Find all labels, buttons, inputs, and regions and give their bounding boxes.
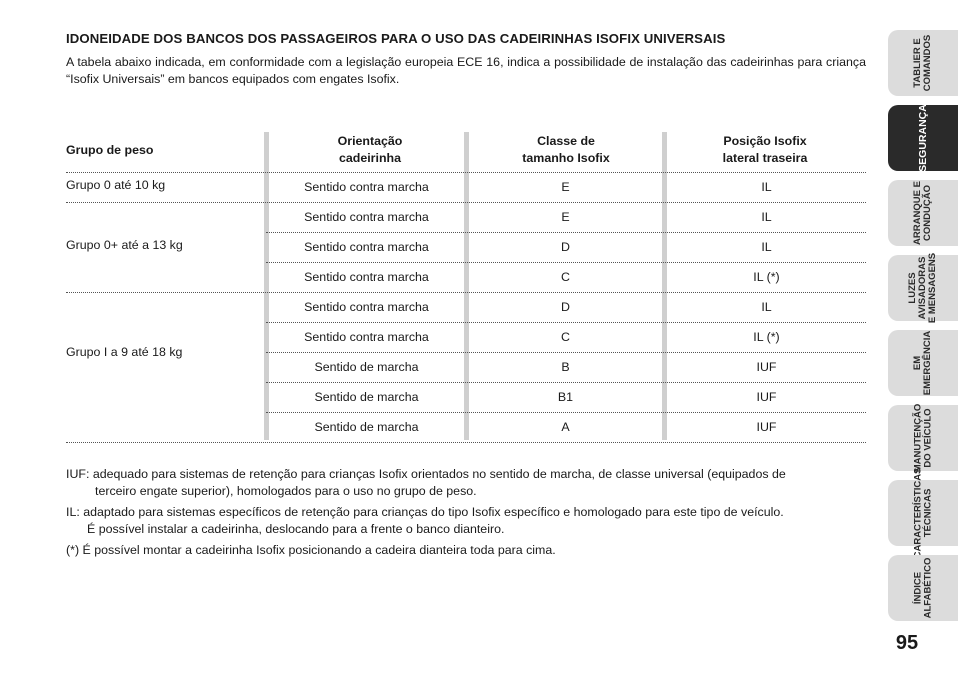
cell-position: IL [761, 240, 772, 254]
cell-position: IUF [756, 360, 777, 374]
table-header: Grupo de peso Orientação cadeirinha Clas… [66, 130, 866, 172]
cell-size: D [561, 300, 570, 314]
row-divider [266, 412, 866, 413]
cell-orientation: Sentido contra marcha [304, 210, 429, 224]
row-divider [66, 202, 866, 203]
section-tab-label: MANUTENÇÃO DO VEÍCULO [911, 403, 933, 473]
table-row: Sentido de marcha B1 IUF [66, 382, 866, 412]
section-tab-label: LUZES AVISADORAS E MENSAGENS [907, 252, 938, 324]
table-row: Sentido de marcha B IUF [66, 352, 866, 382]
table-row: Sentido contra marcha C IL (*) [66, 262, 866, 292]
section-tab-label: EM EMERGÊNCIA [912, 330, 933, 396]
row-divider [266, 352, 866, 353]
column-divider [464, 132, 469, 440]
section-tab[interactable]: MANUTENÇÃO DO VEÍCULO [888, 403, 958, 473]
cell-size: B1 [557, 390, 574, 404]
table-row: Sentido de marcha A IUF [66, 412, 866, 442]
cell-position: IL (*) [753, 270, 780, 284]
section-tabs: TABLIER E COMANDOS SEGURANÇA ARRANQUE E CO… [884, 30, 960, 630]
section-tab[interactable]: EM EMERGÊNCIA [888, 330, 958, 396]
header-orientation-line2: cadeirinha [339, 151, 401, 165]
section-tab-label: TABLIER E COMANDOS [911, 34, 933, 92]
section-tab-label: CARACTERÍSTICAS TÉCNICAS [912, 467, 933, 559]
row-divider [66, 172, 866, 173]
cell-orientation: Sentido contra marcha [304, 180, 429, 194]
column-divider [662, 132, 667, 440]
note-il-line2: É possível instalar a cadeirinha, desloc… [87, 522, 505, 536]
header-position: Posição Isofix lateral traseira [664, 133, 866, 167]
page-title: IDONEIDADE DOS BANCOS DOS PASSAGEIROS PA… [66, 31, 726, 46]
header-position-line2: lateral traseira [722, 151, 808, 165]
cell-position: IUF [756, 420, 777, 434]
cell-orientation: Sentido contra marcha [304, 330, 429, 344]
table-row: Sentido contra marcha D IL [66, 232, 866, 262]
cell-orientation: Sentido contra marcha [304, 270, 429, 284]
header-position-line1: Posição Isofix [723, 134, 807, 148]
cell-size: E [561, 180, 570, 194]
footnotes: IUF: adequado para sistemas de retenção … [66, 466, 866, 563]
table-row: Sentido contra marcha C IL (*) [66, 322, 866, 352]
column-divider [264, 132, 269, 440]
section-tab[interactable]: ARRANQUE E CONDUÇÃO [888, 180, 958, 246]
cell-size: E [561, 210, 570, 224]
cell-orientation: Sentido de marcha [314, 390, 419, 404]
note-iuf-line2: terceiro engate superior), homologados p… [95, 484, 477, 498]
note-iuf: IUF: adequado para sistemas de retenção … [66, 466, 866, 500]
cell-position: IUF [756, 390, 777, 404]
cell-position: IL (*) [753, 330, 780, 344]
row-divider [66, 292, 866, 293]
cell-size: D [561, 240, 570, 254]
row-divider [266, 322, 866, 323]
cell-position: IL [761, 180, 772, 194]
cell-orientation: Sentido contra marcha [304, 300, 429, 314]
header-size-line1: Classe de [537, 134, 595, 148]
header-orientation-line1: Orientação [337, 134, 403, 148]
cell-position: IL [761, 210, 772, 224]
note-star: (*) É possível montar a cadeirinha Isofi… [66, 543, 556, 557]
section-tab[interactable]: TABLIER E COMANDOS [888, 30, 958, 96]
table-row: Sentido contra marcha E IL [66, 202, 866, 232]
row-divider [266, 232, 866, 233]
intro-paragraph: A tabela abaixo indicada, em conformidad… [66, 55, 866, 86]
note-il: IL: adaptado para sistemas específicos d… [66, 504, 866, 538]
cell-size: C [561, 330, 570, 344]
group-label: Grupo 0+ até a 13 kg [66, 238, 183, 252]
header-group: Grupo de peso [66, 143, 154, 157]
section-tab[interactable]: CARACTERÍSTICAS TÉCNICAS [888, 468, 958, 558]
section-tab[interactable]: SEGURANÇA [888, 104, 958, 172]
table-row: Sentido contra marcha D IL [66, 292, 866, 322]
cell-size: B [561, 360, 570, 374]
section-tab[interactable]: ÍNDICE ALFABÉTICO [888, 555, 958, 621]
table-row: Sentido contra marcha E IL [66, 172, 866, 202]
row-divider [266, 262, 866, 263]
row-divider [266, 382, 866, 383]
cell-position: IL [761, 300, 772, 314]
cell-orientation: Sentido de marcha [314, 360, 419, 374]
section-tab-label: ÍNDICE ALFABÉTICO [911, 557, 933, 619]
group-label: Grupo I a 9 até 18 kg [66, 345, 183, 359]
section-tab-label: ARRANQUE E CONDUÇÃO [912, 181, 933, 245]
cell-size: A [561, 420, 570, 434]
cell-orientation: Sentido contra marcha [304, 240, 429, 254]
page-number: 95 [895, 632, 919, 654]
note-iuf-line1: IUF: adequado para sistemas de retenção … [66, 467, 786, 481]
row-divider [66, 442, 866, 443]
section-tab[interactable]: LUZES AVISADORAS E MENSAGENS [888, 252, 958, 324]
header-orientation: Orientação cadeirinha [272, 133, 468, 167]
header-size-line2: tamanho Isofix [522, 151, 610, 165]
header-size: Classe de tamanho Isofix [468, 133, 664, 167]
cell-size: C [561, 270, 570, 284]
group-label: Grupo 0 até 10 kg [66, 178, 166, 192]
section-tab-label: SEGURANÇA [916, 104, 929, 172]
note-il-line1: IL: adaptado para sistemas específicos d… [66, 505, 784, 519]
cell-orientation: Sentido de marcha [314, 420, 419, 434]
